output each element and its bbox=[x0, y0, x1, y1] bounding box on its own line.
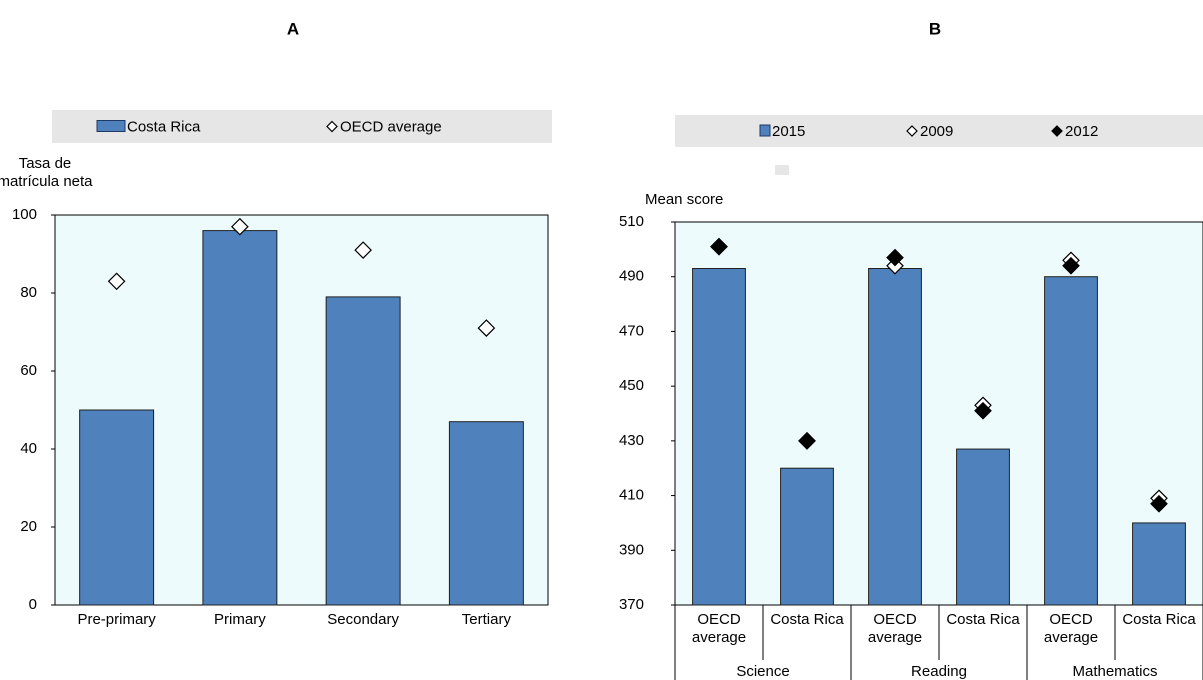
y-tick-label: 510 bbox=[619, 213, 644, 230]
marker bbox=[1150, 494, 1168, 513]
legend-swatch bbox=[96, 120, 126, 132]
marker bbox=[710, 237, 728, 256]
y-tick-label: 430 bbox=[619, 432, 644, 449]
bar bbox=[202, 230, 278, 606]
bar bbox=[868, 268, 922, 606]
x-tick-label: Costa Rica bbox=[946, 611, 1020, 628]
bar bbox=[325, 296, 401, 606]
y-tick-label: 0 bbox=[29, 596, 37, 613]
x-tick-label: OECD average bbox=[1043, 611, 1099, 646]
bar bbox=[956, 448, 1010, 606]
legend-swatch bbox=[326, 120, 338, 133]
y-tick-label: 470 bbox=[619, 322, 644, 339]
legend-label: Costa Rica bbox=[127, 118, 201, 135]
marker bbox=[107, 272, 126, 291]
marker bbox=[1062, 256, 1080, 275]
y-tick-label: 40 bbox=[20, 440, 37, 457]
y-tick-label: 80 bbox=[20, 284, 37, 301]
marker bbox=[477, 319, 496, 337]
x-tick-label: Pre-primary bbox=[77, 611, 156, 628]
bar bbox=[780, 467, 834, 606]
group-label: Science bbox=[736, 663, 790, 680]
x-tick-label: Costa Rica bbox=[770, 611, 844, 628]
y-tick-label: 370 bbox=[619, 596, 644, 613]
bar bbox=[692, 268, 746, 606]
bar bbox=[79, 409, 155, 606]
y-tick-label: 490 bbox=[619, 268, 644, 285]
bar bbox=[448, 421, 524, 606]
group-label: Reading bbox=[911, 663, 967, 680]
x-tick-label: OECD average bbox=[867, 611, 923, 646]
x-tick-label: Tertiary bbox=[461, 611, 511, 628]
y-tick-label: 390 bbox=[619, 541, 644, 558]
marker bbox=[354, 241, 372, 259]
panel-title: B bbox=[929, 19, 941, 38]
legend-label: OECD average bbox=[340, 118, 442, 135]
group-label: Mathematics bbox=[1072, 663, 1158, 680]
y-tick-label: 60 bbox=[20, 362, 37, 379]
y-axis-label: Tasa de matrícula neta bbox=[0, 155, 93, 190]
legend-swatch bbox=[906, 125, 918, 137]
marker bbox=[231, 217, 249, 236]
marker bbox=[886, 248, 904, 267]
bar bbox=[1044, 276, 1098, 606]
y-tick-label: 410 bbox=[619, 487, 644, 504]
y-tick-label: 20 bbox=[20, 518, 37, 535]
bar bbox=[1132, 522, 1186, 606]
legend-swatch bbox=[1051, 125, 1063, 137]
legend-swatch bbox=[759, 124, 771, 137]
legend-decoration bbox=[775, 165, 789, 175]
legend-background bbox=[52, 110, 552, 143]
marker bbox=[974, 401, 992, 420]
marker bbox=[798, 432, 816, 450]
panel-title: A bbox=[287, 19, 299, 38]
legend-label: 2009 bbox=[920, 123, 953, 140]
y-tick-label: 450 bbox=[619, 377, 644, 394]
x-tick-label: OECD average bbox=[691, 611, 747, 646]
y-axis-label: Mean score bbox=[645, 191, 724, 208]
legend-label: 2015 bbox=[772, 123, 805, 140]
y-tick-label: 100 bbox=[12, 206, 37, 223]
x-tick-label: Primary bbox=[214, 611, 266, 628]
x-tick-label: Secondary bbox=[327, 611, 399, 628]
plot-area bbox=[674, 221, 1203, 606]
legend-label: 2012 bbox=[1065, 123, 1098, 140]
x-tick-label: Costa Rica bbox=[1122, 611, 1196, 628]
